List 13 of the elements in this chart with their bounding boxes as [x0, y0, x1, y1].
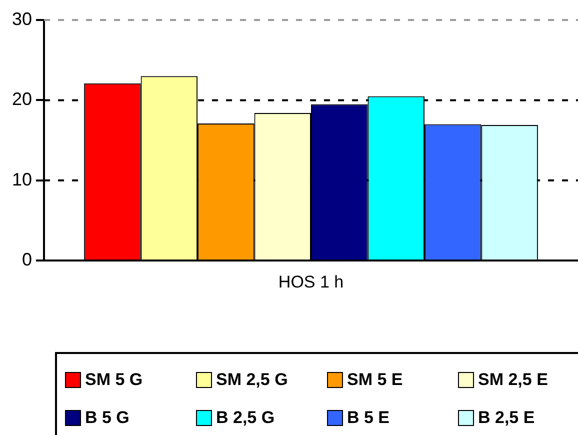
legend-label: SM 2,5 E: [478, 370, 548, 390]
x-tick-label: HOS 1 h: [278, 272, 344, 292]
y-tick-label: 10: [12, 169, 32, 190]
legend-label: SM 5 E: [347, 370, 403, 390]
y-tick-label: 0: [22, 250, 32, 270]
legend-label: B 5 E: [347, 408, 390, 428]
y-tick-label: 30: [12, 8, 32, 29]
legend-label: B 5 G: [85, 408, 130, 428]
legend-label: B 2,5 E: [478, 408, 535, 428]
legend-label: B 2,5 G: [216, 408, 275, 428]
y-tick-label: 20: [12, 89, 32, 110]
legend-label: SM 5 G: [85, 370, 143, 390]
legend-label: SM 2,5 G: [216, 370, 288, 390]
